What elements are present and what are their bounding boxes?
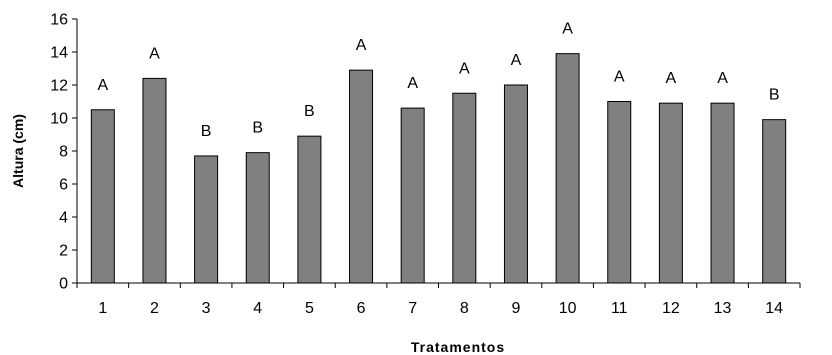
bar-annotation: B [201, 123, 212, 140]
bar-annotation: A [356, 37, 367, 54]
bar-annotation: A [666, 70, 677, 87]
bar [762, 119, 787, 284]
bar [142, 77, 167, 284]
bar [503, 84, 528, 284]
bar [90, 109, 115, 284]
bar [194, 155, 219, 284]
x-tick-label: 5 [305, 300, 314, 317]
bar [349, 69, 374, 284]
bar-annotation: B [252, 120, 263, 137]
y-tick-label: 0 [59, 276, 68, 293]
bar-annotation: A [511, 52, 522, 69]
x-tick-label: 4 [253, 300, 262, 317]
bar [710, 102, 735, 284]
bar [607, 101, 632, 284]
y-tick-label: 4 [59, 210, 68, 227]
bar-annotation: A [97, 77, 108, 94]
bar [297, 135, 322, 284]
bar [555, 53, 580, 284]
y-tick-label: 8 [59, 144, 68, 161]
x-tick-label: 8 [460, 300, 469, 317]
bar-annotation: A [149, 45, 160, 62]
x-tick-label: 11 [611, 300, 628, 317]
x-tick-label: 1 [98, 300, 107, 317]
bar-annotation: B [304, 103, 315, 120]
y-tick-label: 10 [50, 111, 68, 128]
y-tick-label: 14 [50, 45, 68, 62]
x-tick-label: 2 [150, 300, 159, 317]
x-tick-label: 9 [512, 300, 521, 317]
y-axis-title: Altura (cm) [10, 114, 26, 188]
bar [245, 152, 270, 284]
bar [400, 107, 425, 284]
bar-annotation: A [407, 75, 418, 92]
x-tick-label: 10 [559, 300, 577, 317]
bar-annotation: A [614, 69, 625, 86]
x-tick-label: 6 [357, 300, 366, 317]
y-tick-label: 6 [59, 177, 68, 194]
y-tick-label: 16 [50, 12, 68, 29]
x-axis-title: Tratamentos [411, 339, 505, 355]
x-tick-label: 14 [765, 300, 783, 317]
bar-annotation: B [769, 87, 780, 104]
bar-annotation: A [717, 70, 728, 87]
plot-area: 0 2 4 6 8 10 12 14 16 1 A 2 A 3 B 4 B 5 B 6 A 7 A 8 A 9 A 10 A 11 A 12 A… [50, 12, 801, 317]
bar-annotation: A [562, 21, 573, 38]
x-tick-label: 3 [202, 300, 211, 317]
x-tick-label: 13 [714, 300, 732, 317]
x-tick-label: 12 [662, 300, 680, 317]
y-tick-label: 12 [50, 78, 68, 95]
x-tick-label: 7 [408, 300, 417, 317]
y-tick-label: 2 [59, 243, 68, 260]
bar [658, 102, 683, 284]
bar-annotation: A [459, 60, 470, 77]
bar [452, 92, 477, 284]
